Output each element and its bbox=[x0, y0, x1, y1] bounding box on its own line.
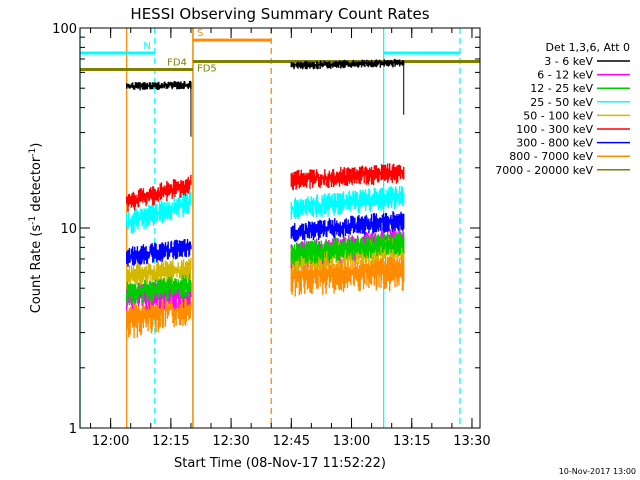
legend-entry-label: 12 - 25 keV bbox=[530, 82, 593, 95]
x-tick-label: 12:00 bbox=[92, 434, 129, 449]
y-tick-label: 1 bbox=[69, 422, 77, 437]
series-trace bbox=[290, 163, 405, 191]
series-trace bbox=[290, 185, 405, 220]
series-trace bbox=[126, 257, 192, 288]
footer-date: 10-Nov-2017 13:00 bbox=[559, 467, 636, 476]
x-tick-label: 13:15 bbox=[393, 434, 430, 449]
series-trace bbox=[126, 191, 192, 234]
legend-entry-label: 50 - 100 keV bbox=[523, 109, 593, 122]
series-trace bbox=[290, 232, 405, 266]
flag-label: FD5 bbox=[197, 63, 217, 74]
plot-layer: N S FD4 FD5 bbox=[79, 28, 480, 428]
axis-layer: 12:00 12:15 12:30 12:45 13:00 13:15 13:30 1 10 10… bbox=[52, 22, 491, 449]
legend-entry-label: 100 - 300 keV bbox=[516, 123, 593, 136]
x-tick-label: 13:30 bbox=[453, 434, 490, 449]
chart-title: HESSI Observing Summary Count Rates bbox=[130, 5, 429, 23]
x-axis-label: Start Time (08-Nov-17 11:52:22) bbox=[174, 456, 386, 471]
legend-entry-label: 800 - 7000 keV bbox=[509, 150, 593, 163]
y-axis-label-sup2: -1 bbox=[28, 148, 38, 157]
y-axis-label-main: Count Rate (s bbox=[29, 225, 44, 314]
flag-label: N bbox=[143, 41, 150, 52]
series-trace bbox=[290, 58, 405, 70]
flag-label: FD4 bbox=[167, 58, 187, 69]
flag-label: S bbox=[197, 28, 203, 39]
y-tick-label: 100 bbox=[52, 22, 77, 37]
legend-header: Det 1,3,6, Att 0 bbox=[546, 41, 630, 54]
x-tick-label: 12:30 bbox=[212, 434, 249, 449]
y-axis-label: Count Rate (s-1 detector-1) bbox=[28, 143, 44, 314]
series-trace bbox=[126, 274, 192, 307]
legend-entry-label: 7000 - 20000 keV bbox=[495, 164, 593, 177]
series-trace bbox=[290, 211, 405, 242]
series-trace bbox=[126, 80, 192, 91]
legend-entry-label: 300 - 800 keV bbox=[516, 137, 593, 150]
legend-entry-label: 25 - 50 keV bbox=[530, 96, 593, 109]
x-tick-label: 13:00 bbox=[333, 434, 370, 449]
legend-entry-label: 3 - 6 keV bbox=[544, 55, 593, 68]
x-tick-label: 12:15 bbox=[152, 434, 189, 449]
y-axis-label-mid: detector bbox=[29, 156, 44, 216]
series-trace bbox=[126, 239, 192, 267]
x-tick-label: 12:45 bbox=[273, 434, 310, 449]
legend-entry-label: 6 - 12 keV bbox=[537, 69, 593, 82]
y-axis-label-sup1: -1 bbox=[28, 216, 38, 225]
y-tick-label: 10 bbox=[60, 222, 77, 237]
series-trace bbox=[126, 174, 192, 212]
y-axis-label-end: ) bbox=[29, 143, 44, 148]
